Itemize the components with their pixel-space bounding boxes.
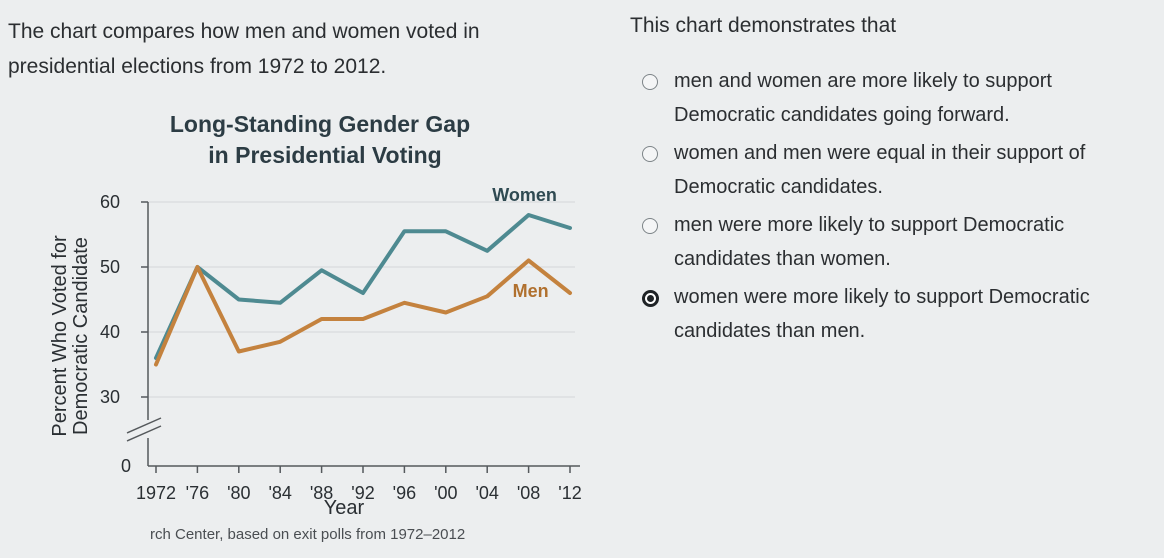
y-tick-label-60: 60: [100, 192, 120, 212]
chart-title-line1: Long-Standing Gender Gap: [170, 111, 470, 137]
data-point-women-1988: [320, 268, 324, 272]
data-point-women-2008: [527, 213, 531, 217]
data-point-men-1984: [278, 340, 282, 344]
y-tick-label-50: 50: [100, 257, 120, 277]
intro-text: The chart compares how men and women vot…: [8, 20, 480, 78]
x-tick-label-1980: '80: [227, 483, 250, 503]
data-point-men-2004: [485, 294, 489, 298]
y-axis-label: Percent Who Voted for Democratic Candida…: [49, 235, 92, 437]
answer-option-2[interactable]: women and men were equal in their suppor…: [640, 136, 1140, 204]
x-tick-label-2008: '08: [517, 483, 540, 503]
question-prompt: This chart demonstrates that: [630, 14, 897, 37]
source-note: rch Center, based on exit polls from 197…: [150, 526, 466, 543]
y-tick-label-30: 30: [100, 387, 120, 407]
x-tick-label-1996: '96: [393, 483, 416, 503]
gridlines: [148, 201, 575, 398]
legend-label-men: Men: [513, 281, 549, 301]
x-tick-label-1976: '76: [186, 483, 209, 503]
axis-break-mark-1: [126, 417, 162, 434]
x-tick-label-1972: 1972: [136, 483, 176, 503]
data-point-men-1976: [195, 265, 199, 269]
radio-empty-icon[interactable]: [642, 74, 658, 90]
data-point-men-1996: [402, 301, 406, 305]
x-tick-label-1988: '88: [310, 483, 333, 503]
answer-options: men and women are more likely to support…: [640, 64, 1140, 352]
answer-option-label: men and women are more likely to support…: [674, 70, 1052, 126]
x-tick-label-2000: '00: [434, 483, 457, 503]
data-point-women-2000: [444, 229, 448, 233]
chart-title-line2: in Presidential Voting: [208, 142, 441, 168]
data-point-women-2004: [485, 249, 489, 253]
x-axis-ticks: 1972 '76 '80 '84 '88 '92 '96 '00 '04 '08 '12: [136, 466, 582, 503]
answer-option-3[interactable]: men were more likely to support Democrat…: [640, 208, 1140, 276]
data-point-men-1980: [237, 350, 241, 353]
gender-gap-chart: Long-Standing Gender Gap in Presidential…: [49, 111, 582, 519]
x-tick-label-1984: '84: [268, 483, 291, 503]
answer-option-label: women and men were equal in their suppor…: [674, 142, 1086, 198]
data-point-women-1984: [278, 301, 282, 305]
data-point-men-2012: [568, 291, 572, 295]
data-point-men-1992: [361, 317, 365, 321]
data-point-women-1980: [237, 298, 241, 301]
series-lines: Women Men: [154, 185, 572, 367]
data-point-women-1992: [361, 291, 365, 295]
data-point-men-1972: [154, 363, 158, 366]
series-line-men: [154, 258, 572, 367]
data-point-women-1996: [402, 229, 406, 233]
y-tick-label-40: 40: [100, 322, 120, 342]
x-tick-label-2004: '04: [475, 483, 498, 503]
y-axis-ticks: 30 40 50 60: [100, 192, 148, 407]
radio-empty-icon[interactable]: [642, 218, 658, 234]
x-tick-label-2012: '12: [558, 483, 581, 503]
data-point-men-1988: [320, 317, 324, 321]
radio-empty-icon[interactable]: [642, 146, 658, 162]
y-axis-label-line1: Percent Who Voted for: [49, 235, 71, 437]
y-axis-label-line2: Democratic Candidate: [70, 237, 92, 435]
y-tick-label-zero: 0: [121, 456, 131, 476]
answer-option-1[interactable]: men and women are more likely to support…: [640, 64, 1140, 132]
data-point-men-2000: [444, 311, 448, 314]
radio-selected-icon[interactable]: [642, 290, 659, 307]
legend-label-women: Women: [492, 185, 557, 205]
x-tick-label-1992: '92: [351, 483, 374, 503]
x-axis-label: Year: [324, 497, 365, 519]
data-point-women-2012: [568, 226, 572, 230]
answer-option-label: men were more likely to support Democrat…: [674, 214, 1065, 270]
data-point-men-2008: [527, 259, 531, 262]
answer-option-4[interactable]: women were more likely to support Democr…: [640, 280, 1140, 348]
answer-option-label: women were more likely to support Democr…: [674, 286, 1090, 342]
axis-break-mark-2: [126, 425, 162, 442]
series-line-women: [154, 213, 572, 360]
